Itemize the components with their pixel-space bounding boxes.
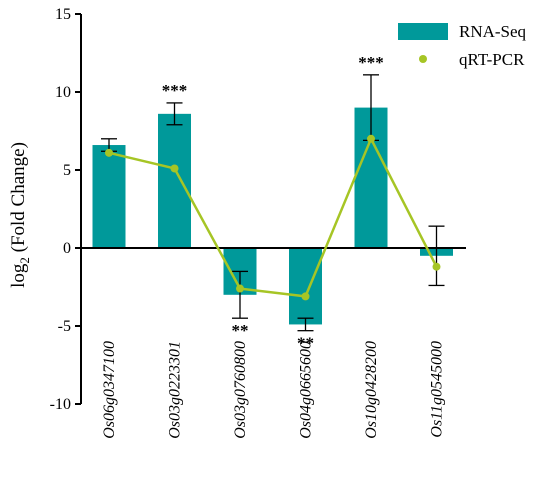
error-bar [232, 270, 248, 319]
legend-item-qrt-pcr: qRT-PCR [419, 50, 525, 69]
qrt-pcr-point [170, 164, 179, 173]
significance-mark: *** [162, 81, 188, 100]
x-category-label: Os11g0545000 [429, 341, 446, 438]
error-bar [166, 102, 183, 126]
y-tick-label: 0 [63, 240, 71, 257]
y-tick-label: 5 [63, 162, 71, 179]
legend-swatch-point [419, 55, 427, 63]
x-category-label: Os10g0428200 [363, 341, 380, 439]
qrt-pcr-point [301, 292, 310, 301]
qrt-pcr-point [105, 148, 113, 157]
error-bar [297, 317, 314, 332]
qrt-pcr-line [108, 135, 438, 298]
legend-item-rna-seq: RNA-Seq [398, 22, 527, 41]
qrt-pcr-point [236, 284, 244, 293]
significance-mark: *** [358, 53, 384, 72]
y-tick-label: -5 [58, 318, 71, 335]
x-category-label: Os03g0223301 [167, 341, 184, 439]
qrt-pcr-series [105, 134, 441, 301]
legend: RNA-Seq qRT-PCR [398, 22, 527, 69]
significance-mark: ** [297, 334, 314, 353]
significance-marks: ********** [162, 53, 384, 353]
y-tick-label: 10 [55, 84, 71, 101]
error-bars [101, 74, 445, 332]
legend-label: qRT-PCR [459, 50, 525, 69]
y-axis-title: log2 (Fold Change) [8, 142, 32, 288]
legend-label: RNA-Seq [459, 22, 527, 41]
legend-swatch-bar [398, 23, 448, 40]
x-axis-labels: Os06g0347100 Os03g0223301 Os03g0760800 Os04… [101, 341, 446, 439]
qrt-pcr-point [367, 134, 375, 143]
bar [158, 113, 191, 248]
x-category-label: Os03g0760800 [232, 341, 249, 439]
qrt-pcr-point [432, 262, 441, 271]
bar [289, 248, 322, 325]
y-tick-label: 15 [55, 6, 71, 23]
x-category-label: Os04g0665600 [298, 341, 315, 439]
y-axis: -10 -5 0 5 10 15 [50, 6, 82, 413]
x-category-label: Os06g0347100 [101, 341, 118, 439]
y-tick-label: -10 [50, 396, 71, 413]
significance-mark: ** [232, 321, 249, 340]
bar [92, 145, 126, 248]
error-bar [428, 225, 445, 287]
